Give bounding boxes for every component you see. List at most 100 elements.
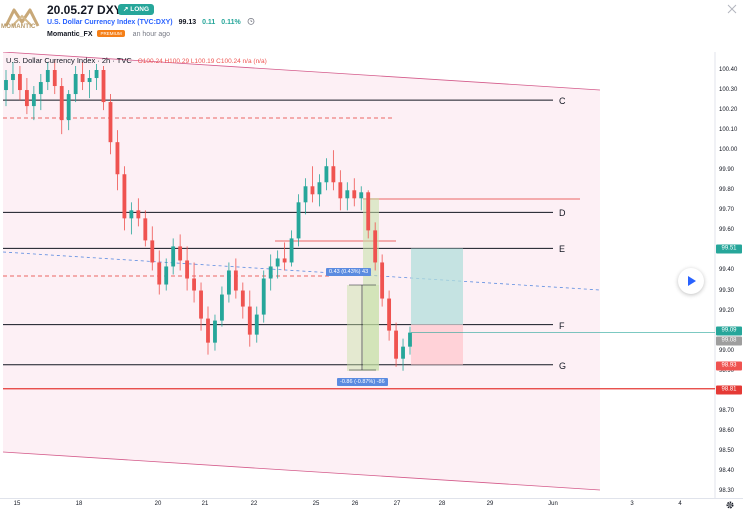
candle-body [331,166,336,183]
candle-body [24,90,29,107]
posted-time: an hour ago [132,31,171,38]
candle-body [401,346,405,359]
candle-body [4,80,8,91]
price-tick-label: 99.40 [719,267,735,274]
candle-body [310,186,315,195]
candle-body [45,70,50,83]
price-tick-label: 100.30 [719,87,738,94]
time-tick-label: 25 [312,501,320,507]
target-zone [411,248,463,325]
candle-body [345,190,350,199]
time-tick-label: 29 [486,501,494,507]
candle-body [101,70,106,103]
time-tick-label: 22 [250,501,258,507]
idea-title: 20.05.27 DXY [47,3,122,17]
idea-header: MOMANTIC 20.05.27 DXY ↗ LONG U.S. Dollar… [0,0,743,52]
candle-body [122,174,127,219]
candle-body [317,182,322,195]
logo-text: MOMANTIC [1,24,36,30]
symbol-line: U.S. Dollar Currency Index (TVC:DXY) 99.… [47,17,255,26]
candle-body [38,82,43,95]
price-tick-label: 98.40 [719,467,735,474]
candle-body [11,74,15,81]
level-label-f: F [559,321,565,331]
candle-body [136,210,141,219]
candle-body [178,246,183,261]
long-badge: ↗ LONG [118,4,155,15]
prev-price-tag: 99.08 [716,336,742,346]
price-tick-label: 98.50 [719,447,735,454]
author-name[interactable]: Momantic_FX [47,31,93,38]
candle-body [303,186,308,203]
price-tick-label: 100.40 [719,67,738,73]
candle-body [338,182,343,199]
candle-body [206,318,210,343]
candle-body [275,258,280,267]
candle-body [366,192,371,231]
candle-body [408,332,412,347]
symbol-link[interactable]: U.S. Dollar Currency Index (TVC:DXY) [47,19,173,26]
candle-body [394,330,398,359]
time-tick-label: 26 [351,501,359,507]
candle-body [87,78,92,83]
price-tick-label: 99.00 [719,347,735,354]
gear-icon[interactable] [725,500,735,510]
measure-box-lower [347,285,379,371]
level-label-d: D [559,208,566,218]
support-price-tag: 98.81 [716,385,742,395]
price-tick-label: 98.30 [719,488,735,494]
channel-upper-line [2,52,601,91]
time-tick-label: Jun [548,501,558,507]
price-tick-label: 99.90 [719,167,735,174]
price-change-pct: 0.11% [221,19,241,26]
price-tick-label: 98.70 [719,407,735,414]
time-tick-label: 27 [393,501,401,507]
play-replay-button[interactable] [678,268,704,294]
measure-label-lower: -0.86 (-0.87%) -86 [337,378,388,386]
candle-body [108,102,113,143]
price-tick-label: 100.10 [719,127,738,134]
chart-area[interactable] [0,52,743,498]
candle-body [52,70,57,87]
play-icon [688,276,696,286]
candle-body [213,320,217,343]
price-chart[interactable] [0,52,743,498]
premium-badge: PREMIUM [97,30,125,37]
alert-clock-icon[interactable] [247,17,255,25]
candle-body [373,230,378,263]
chart-legend: U.S. Dollar Currency Index · 2h · TVC O10… [6,56,267,65]
author-line: Momantic_FX PREMIUM an hour ago [47,30,170,38]
level-label-e: E [559,244,566,254]
candle-body [31,94,36,107]
stop-zone [411,324,463,365]
candle-body [233,270,238,291]
candle-body [80,74,85,83]
candle-body [226,270,231,295]
stop-price-tag: 98.93 [716,361,742,371]
level-label-g: G [559,361,567,371]
close-icon[interactable] [727,4,737,14]
candle-body [66,94,71,121]
candle-body [94,70,99,79]
level-label-c: C [559,96,566,106]
candle-body [261,278,266,315]
time-tick-label: 21 [201,501,209,507]
price-change: 0.11 [202,19,216,26]
long-badge-label: LONG [130,6,150,13]
last-price: 99.13 [178,19,197,26]
candle-body [73,74,78,95]
price-tick-label: 99.30 [719,287,735,294]
price-tick-label: 99.60 [719,227,735,234]
candle-body [359,192,364,199]
price-tick-label: 99.70 [719,207,735,214]
price-tick-label: 100.00 [719,147,738,154]
time-axis[interactable]: 15 18 20 21 22 25 26 27 28 29 Jun 3 4 [0,498,743,512]
time-tick-label: 15 [13,501,21,507]
candle-body [18,74,22,91]
candle-body [352,190,357,199]
trend-line [2,251,601,291]
candle-body [143,218,148,241]
price-tick-label: 98.90 [719,367,735,374]
channel-fill [3,52,600,490]
candle-body [289,238,294,263]
